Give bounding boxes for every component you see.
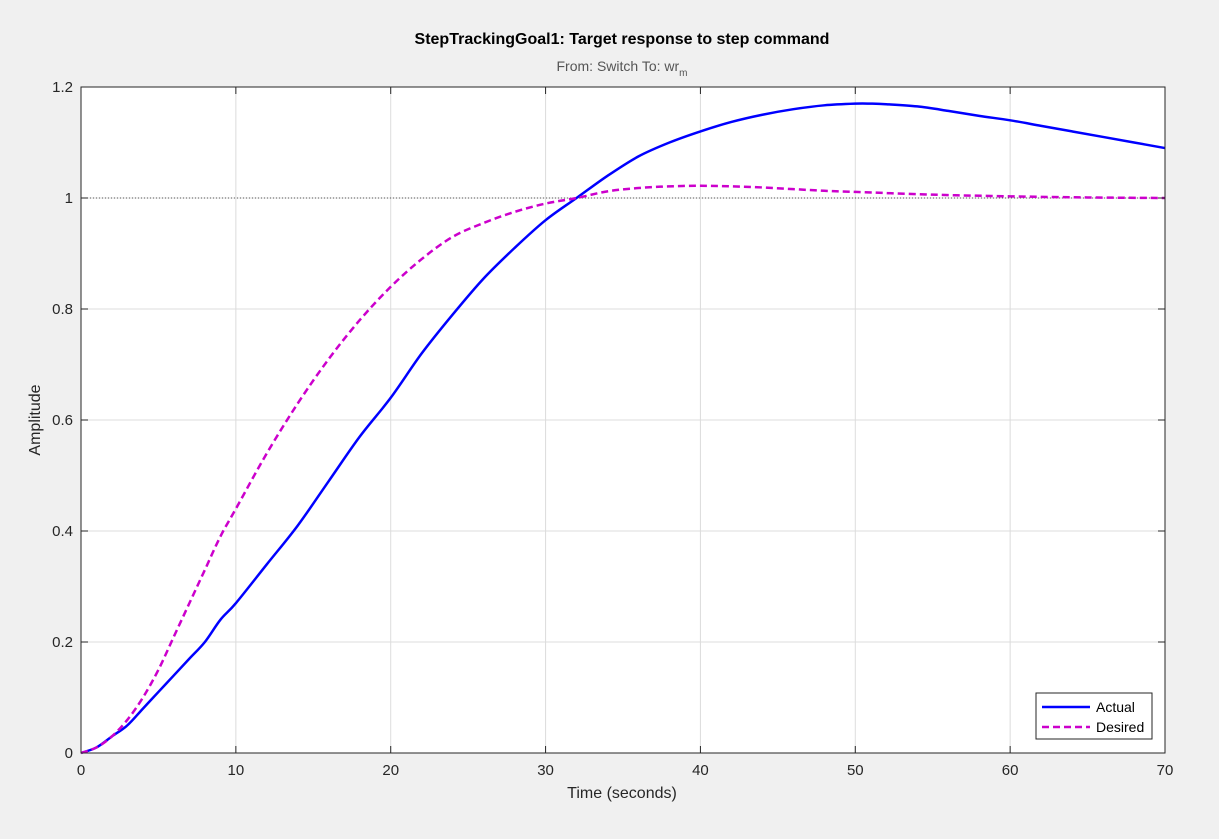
x-tick-label: 0 [77,762,85,779]
y-tick-label: 1.2 [52,79,73,96]
chart-subtitle-prefix: From: Switch To: wr [557,58,680,74]
x-tick-label: 10 [228,762,245,779]
legend: Actual Desired [1035,692,1153,740]
x-tick-label: 30 [537,762,554,779]
series-actual [80,102,1166,755]
x-tick-label: 40 [692,762,709,779]
y-tick-label: 0 [65,745,73,762]
x-tick-label: 50 [847,762,864,779]
series-desired [80,184,1166,755]
x-axis-label: Time (seconds) [567,785,677,802]
chart-title: StepTrackingGoal1: Target response to st… [415,31,830,48]
chart-subtitle: From: Switch To: wrm [557,58,688,79]
y-tick-label: 0.2 [52,634,73,651]
y-axis-label: Amplitude [27,384,44,455]
y-tick-label: 0.4 [52,523,73,540]
legend-label-actual: Actual [1096,699,1135,715]
x-tick-label: 60 [1002,762,1019,779]
x-tick-label: 20 [382,762,399,779]
series-layer [80,102,1166,755]
x-tick-label: 70 [1157,762,1174,779]
legend-label-desired: Desired [1096,719,1144,735]
chart-subtitle-subscript: m [679,68,687,79]
y-tick-label: 0.6 [52,412,73,429]
legend-box [1035,692,1153,740]
y-tick-labels: 0 0.2 0.4 0.6 0.8 1 1.2 [52,79,73,762]
y-tick-label: 1 [65,190,73,207]
y-tick-label: 0.8 [52,301,73,318]
x-tick-labels: 0 10 20 30 40 50 60 70 [77,762,1174,779]
ticks [80,86,1166,754]
